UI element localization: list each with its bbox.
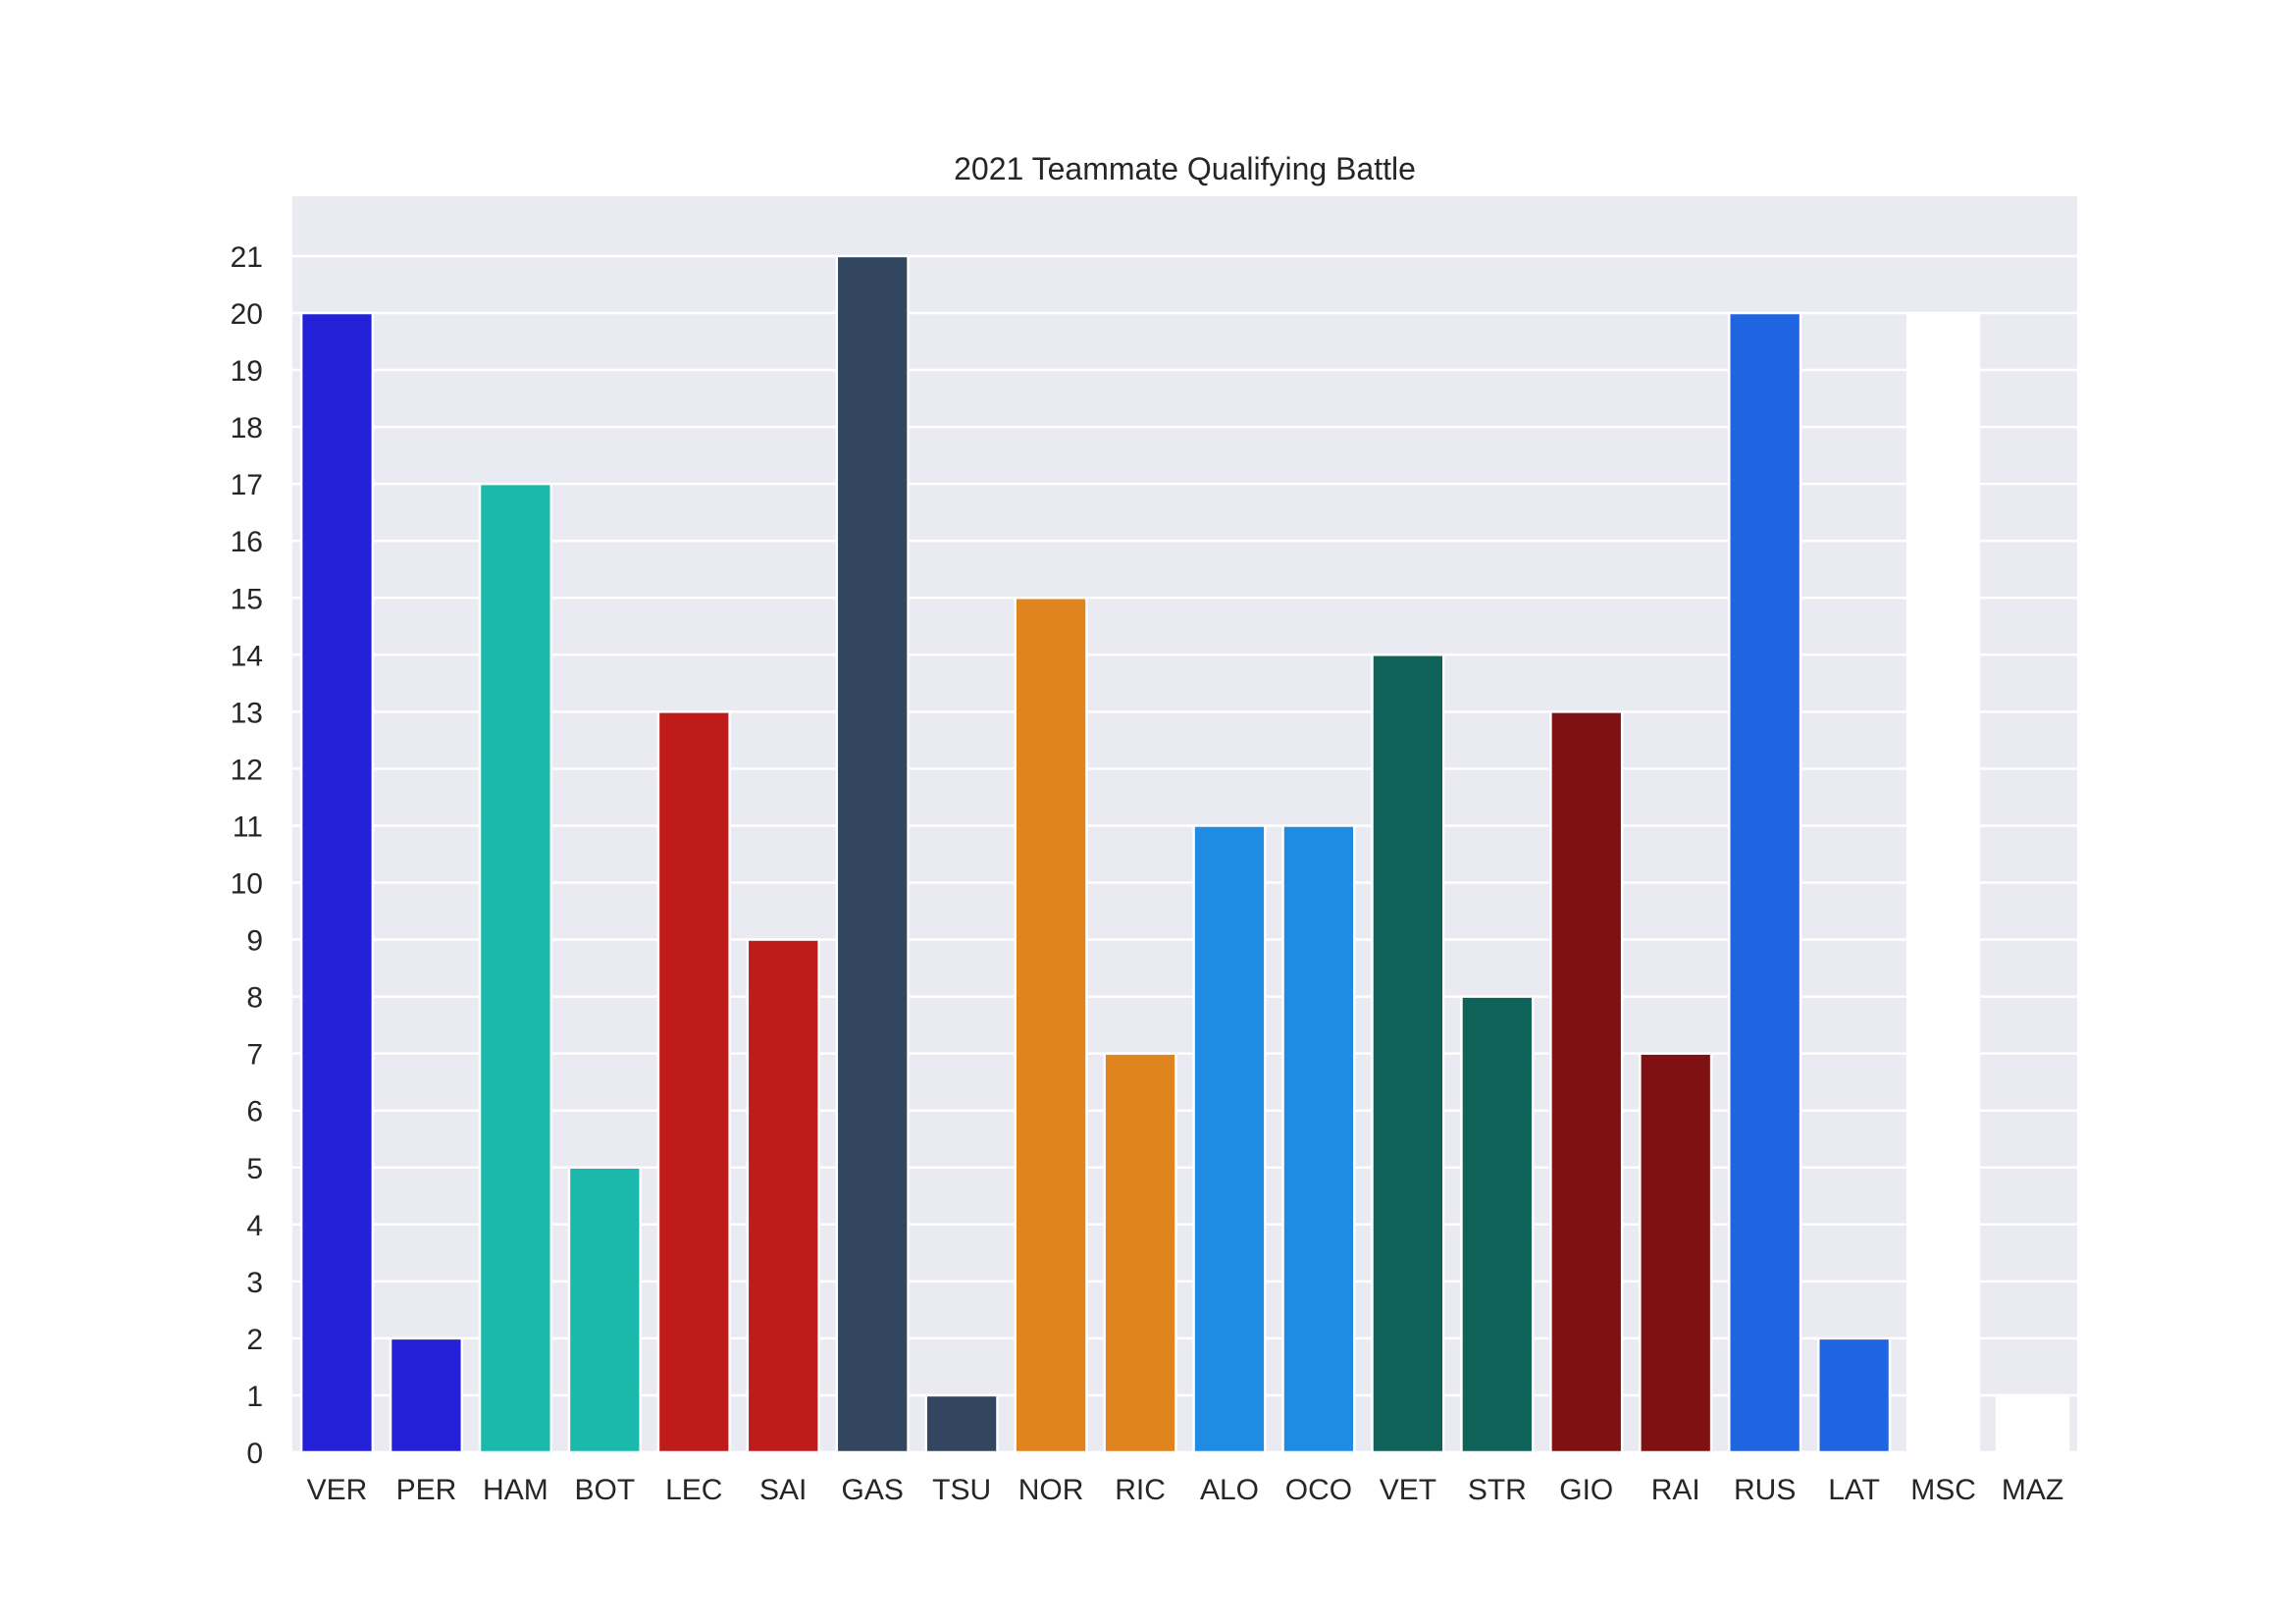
y-tick-label: 4 — [246, 1210, 263, 1242]
y-tick-label: 10 — [231, 868, 263, 901]
y-tick-label: 19 — [231, 355, 263, 388]
bar-ham — [478, 482, 553, 1454]
bar-tsu — [924, 1393, 999, 1454]
x-tick-label-per: PER — [396, 1474, 457, 1506]
y-tick-label: 9 — [246, 925, 263, 958]
y-tick-label: 3 — [246, 1267, 263, 1299]
bar-alo — [1192, 824, 1267, 1454]
x-tick-label-lat: LAT — [1828, 1474, 1880, 1506]
bar-oco — [1281, 824, 1356, 1454]
bar-rai — [1639, 1052, 1713, 1454]
x-tick-label-oco: OCO — [1285, 1474, 1352, 1506]
x-tick-label-gas: GAS — [841, 1474, 903, 1506]
y-tick-label: 12 — [231, 754, 263, 786]
y-tick-label: 7 — [246, 1039, 263, 1072]
y-tick-label: 13 — [231, 697, 263, 729]
bar-str — [1460, 995, 1535, 1454]
x-tick-label-tsu: TSU — [932, 1474, 991, 1506]
x-tick-label-alo: ALO — [1200, 1474, 1259, 1506]
bar-per — [389, 1336, 464, 1454]
y-tick-label: 17 — [231, 469, 263, 501]
y-tick-label: 11 — [233, 811, 263, 843]
x-tick-label-rai: RAI — [1651, 1474, 1700, 1506]
x-tick-label-sai: SAI — [759, 1474, 807, 1506]
plot-area — [292, 196, 2077, 1452]
bar-rus — [1728, 311, 1802, 1454]
y-tick-label: 15 — [231, 583, 263, 615]
y-tick-label: 21 — [231, 241, 263, 274]
y-tick-label: 5 — [246, 1153, 263, 1185]
y-tick-label: 16 — [231, 526, 263, 558]
bar-vet — [1371, 654, 1445, 1454]
x-tick-label-str: STR — [1468, 1474, 1527, 1506]
x-tick-label-ver: VER — [307, 1474, 368, 1506]
x-tick-label-nor: NOR — [1018, 1474, 1084, 1506]
bar-ric — [1103, 1052, 1177, 1454]
x-tick-label-ham: HAM — [483, 1474, 548, 1506]
y-tick-label: 2 — [246, 1324, 263, 1356]
y-tick-label: 1 — [246, 1381, 263, 1413]
y-tick-label: 20 — [231, 298, 263, 331]
bar-gas — [835, 254, 910, 1454]
y-tick-label: 14 — [231, 640, 263, 672]
y-tick-label: 0 — [246, 1438, 263, 1470]
x-tick-label-maz: MAZ — [2002, 1474, 2063, 1506]
bar-lat — [1816, 1336, 1892, 1454]
x-tick-label-msc: MSC — [1910, 1474, 1976, 1506]
y-tick-label: 8 — [246, 982, 263, 1015]
x-axis-ticks: VER PER HAM BOT LEC SAI GAS TSU NOR RIC ALO OCO VET S… — [307, 1474, 2064, 1506]
x-tick-label-ric: RIC — [1115, 1474, 1166, 1506]
bar-ver — [299, 311, 375, 1454]
x-tick-label-lec: LEC — [665, 1474, 722, 1506]
bar-msc — [1905, 311, 1981, 1454]
y-tick-label: 6 — [246, 1096, 263, 1128]
x-tick-label-bot: BOT — [574, 1474, 635, 1506]
chart-title: 2021 Teammate Qualifying Battle — [954, 151, 1416, 186]
bar-nor — [1014, 597, 1088, 1454]
bar-gio — [1549, 710, 1624, 1454]
y-tick-label: 18 — [231, 412, 263, 445]
bar-lec — [656, 710, 731, 1454]
x-tick-label-vet: VET — [1380, 1474, 1436, 1506]
x-tick-label-gio: GIO — [1559, 1474, 1613, 1506]
bar-bot — [567, 1166, 642, 1454]
x-tick-label-rus: RUS — [1734, 1474, 1796, 1506]
bars — [299, 254, 2070, 1454]
bar-maz — [1995, 1393, 2070, 1454]
bar-sai — [746, 938, 820, 1454]
